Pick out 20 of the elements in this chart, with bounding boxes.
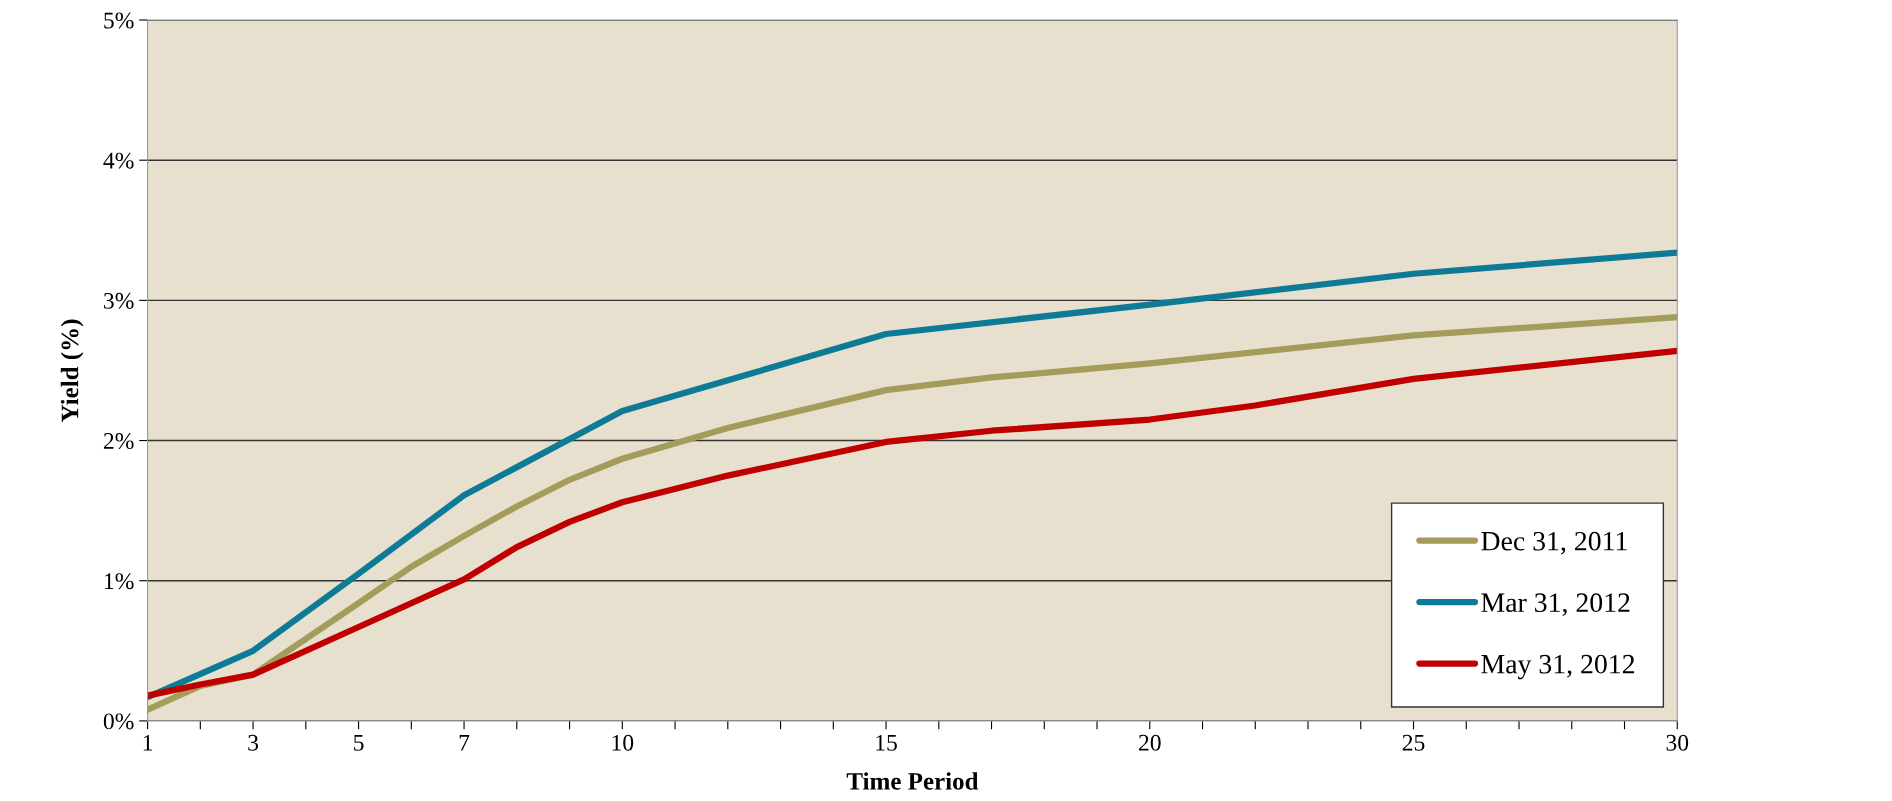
x-tick-label: 5 [354, 735, 364, 751]
y-axis-title: Yield (%) [60, 319, 84, 422]
y-tick-label: 5% [104, 12, 134, 29]
y-tick-label: 3% [104, 292, 134, 309]
x-tick-label: 7 [459, 735, 470, 751]
legend-label: Dec 31, 2011 [1481, 531, 1627, 555]
y-tick-label: 4% [103, 152, 134, 169]
y-tick-label: 2% [103, 433, 134, 450]
x-tick-label: 10 [612, 734, 634, 751]
x-tick-label: 25 [1402, 734, 1425, 751]
x-tick-label: 3 [248, 734, 259, 751]
x-tick-label: 20 [1139, 734, 1161, 751]
x-tick-label: 15 [876, 734, 897, 751]
x-axis-title: Time Period [846, 772, 979, 790]
legend-label: Mar 31, 2012 [1481, 593, 1630, 617]
y-tick-label: 0% [103, 713, 134, 730]
legend-label: May 31, 2012 [1481, 654, 1635, 680]
x-tick-label: 1 [143, 734, 153, 751]
x-tick-label: 30 [1666, 734, 1689, 751]
y-tick-label: 1% [104, 573, 134, 590]
